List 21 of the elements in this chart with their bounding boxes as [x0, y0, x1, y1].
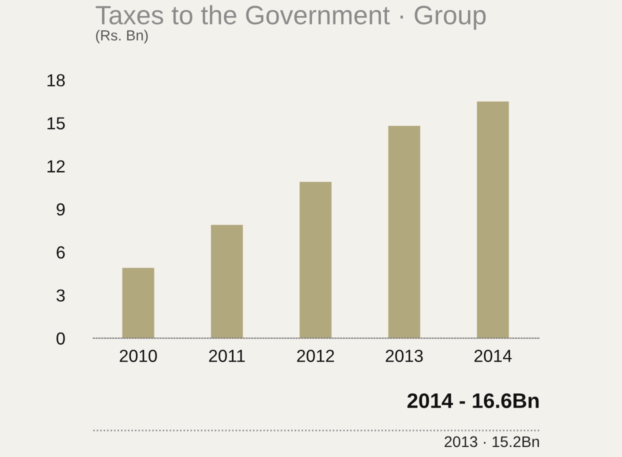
text: 2013 · 15.2Bn [444, 436, 539, 448]
x-tick-label: 2010 [120, 350, 157, 362]
bar [122, 268, 154, 338]
x-tick-label: 2012 [297, 350, 334, 362]
y-tick-label: 12 [48, 160, 65, 172]
text: 2014 - 16.6Bn [407, 393, 539, 408]
y-tick-label: 3 [56, 289, 65, 302]
bar [388, 126, 420, 338]
bar [300, 182, 332, 338]
y-tick-label: 9 [56, 203, 65, 216]
y-tick-label: 0 [56, 332, 65, 345]
x-tick-label: 2014 [474, 350, 512, 362]
x-tick-label: 2013 [386, 350, 423, 362]
x-tick-label: 2011 [209, 350, 245, 362]
chart-title: Taxes to the Government · Group [96, 5, 486, 30]
y-tick-label: 18 [48, 74, 65, 86]
y-tick-label: 6 [56, 246, 65, 259]
chart-subtitle: (Rs. Bn) [96, 30, 148, 44]
bar [476, 101, 509, 338]
bar [210, 224, 243, 338]
y-tick-label: 15 [48, 117, 65, 130]
